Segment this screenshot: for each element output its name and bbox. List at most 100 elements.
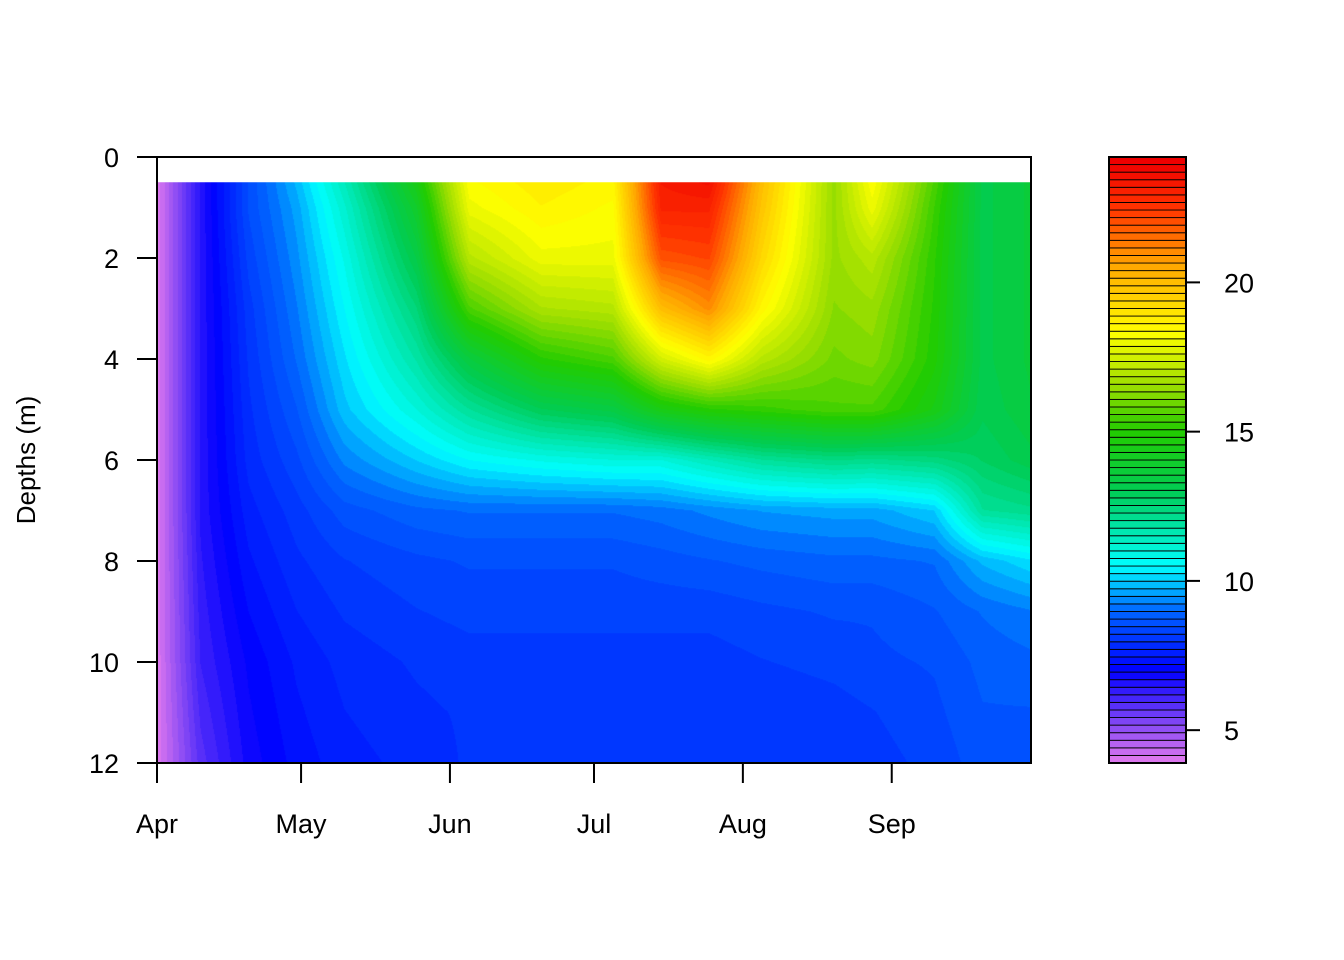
y-tick-label: 8 <box>104 547 119 577</box>
colorbar-band <box>1108 391 1187 400</box>
colorbar-band <box>1108 451 1187 461</box>
y-tick-label: 2 <box>104 244 119 274</box>
colorbar-band <box>1108 732 1187 741</box>
colorbar-band <box>1108 330 1187 340</box>
colorbar-band <box>1108 209 1187 219</box>
contour-plot-area <box>156 156 1032 764</box>
colorbar-band <box>1108 239 1187 249</box>
colorbar-band <box>1108 505 1187 514</box>
colorbar-band <box>1108 164 1187 173</box>
y-tick-label: 4 <box>104 345 119 375</box>
colorbar-band <box>1108 171 1187 181</box>
colorbar-band <box>1108 588 1187 597</box>
x-tick-label: Apr <box>136 809 178 839</box>
y-tick-label: 0 <box>104 143 119 173</box>
colorbar-band <box>1108 217 1187 226</box>
colorbar-frame <box>1108 156 1187 764</box>
colorbar-band <box>1108 542 1187 552</box>
colorbar-band <box>1108 406 1187 416</box>
colorbar-band <box>1108 527 1187 537</box>
colorbar-band <box>1108 255 1187 264</box>
colorbar-band <box>1108 611 1187 620</box>
colorbar-band <box>1108 345 1187 355</box>
colorbar-band <box>1108 626 1187 635</box>
colorbar-band <box>1108 232 1187 241</box>
colorbar-band <box>1108 648 1187 658</box>
colorbar-band <box>1108 444 1187 453</box>
y-axis: 0 2 4 6 8 10 12 <box>89 143 157 779</box>
colorbar-band <box>1108 550 1187 559</box>
colorbar-band <box>1108 686 1187 696</box>
y-tick-label: 12 <box>89 749 119 779</box>
colorbar-band <box>1108 739 1187 749</box>
colorbar-band <box>1108 376 1187 385</box>
colorbar-band <box>1108 262 1187 272</box>
colorbar-band <box>1108 497 1187 506</box>
x-axis: Apr May Jun Jul Aug Sep <box>136 762 916 839</box>
colorbar-band <box>1108 398 1187 408</box>
colorbar-band <box>1108 383 1187 393</box>
x-tick-label: Jun <box>428 809 472 839</box>
colorbar-band <box>1108 323 1187 332</box>
colorbar-legend: 5 10 15 20 <box>1108 156 1254 764</box>
colorbar-band <box>1108 520 1187 529</box>
colorbar-tick-label: 20 <box>1224 268 1254 298</box>
colorbar-band <box>1108 315 1187 325</box>
colorbar-band <box>1108 565 1187 575</box>
colorbar-band <box>1108 186 1187 196</box>
colorbar-band <box>1108 474 1187 484</box>
colorbar-band <box>1108 361 1187 370</box>
x-tick-label: Jul <box>577 809 612 839</box>
colorbar-band <box>1108 247 1187 256</box>
colorbar-band <box>1108 535 1187 544</box>
colorbar-band <box>1108 277 1187 287</box>
colorbar-band <box>1108 270 1187 279</box>
colorbar-band <box>1108 694 1187 703</box>
colorbar-band <box>1108 747 1187 756</box>
colorbar-band <box>1108 414 1187 423</box>
y-axis-title: Depths (m) <box>11 396 41 525</box>
colorbar-tick-label: 15 <box>1224 418 1254 448</box>
colorbar-band <box>1108 421 1187 431</box>
colorbar-band <box>1108 633 1187 643</box>
colorbar-band <box>1108 467 1187 476</box>
colorbar-band <box>1108 300 1187 309</box>
colorbar-band <box>1108 429 1187 438</box>
colorbar-band <box>1108 595 1187 605</box>
colorbar-band <box>1108 618 1187 628</box>
colorbar-band <box>1108 664 1187 673</box>
colorbar-band <box>1108 224 1187 234</box>
colorbar-band <box>1108 656 1187 665</box>
x-tick-label: May <box>276 809 328 839</box>
colorbar-band <box>1108 292 1187 302</box>
colorbar-band <box>1108 641 1187 650</box>
colorbar-band <box>1108 717 1187 726</box>
colorbar-band <box>1108 724 1187 734</box>
colorbar-band <box>1108 179 1187 188</box>
colorbar-band <box>1108 308 1187 317</box>
colorbar-band <box>1108 603 1187 612</box>
colorbar-band <box>1108 671 1187 681</box>
colorbar-band <box>1108 368 1187 378</box>
colorbar-tick-label: 10 <box>1224 567 1254 597</box>
colorbar-band <box>1108 156 1187 166</box>
colorbar-band <box>1108 201 1187 211</box>
colorbar-band <box>1108 679 1187 688</box>
colorbar-band <box>1108 353 1187 362</box>
colorbar-band <box>1108 436 1187 446</box>
temperature-contour-fill <box>157 182 1031 764</box>
x-tick-label: Aug <box>719 809 767 839</box>
colorbar-tick-label: 5 <box>1224 716 1239 746</box>
colorbar-band <box>1108 558 1187 567</box>
colorbar-band <box>1108 489 1187 499</box>
colorbar-band <box>1108 512 1187 522</box>
colorbar-band <box>1108 459 1187 469</box>
colorbar-band <box>1108 194 1187 203</box>
colorbar-band <box>1108 701 1187 711</box>
colorbar-band <box>1108 580 1187 590</box>
colorbar-band <box>1108 482 1187 491</box>
y-tick-label: 10 <box>89 648 119 678</box>
colorbar-band <box>1108 285 1187 294</box>
y-tick-label: 6 <box>104 446 119 476</box>
